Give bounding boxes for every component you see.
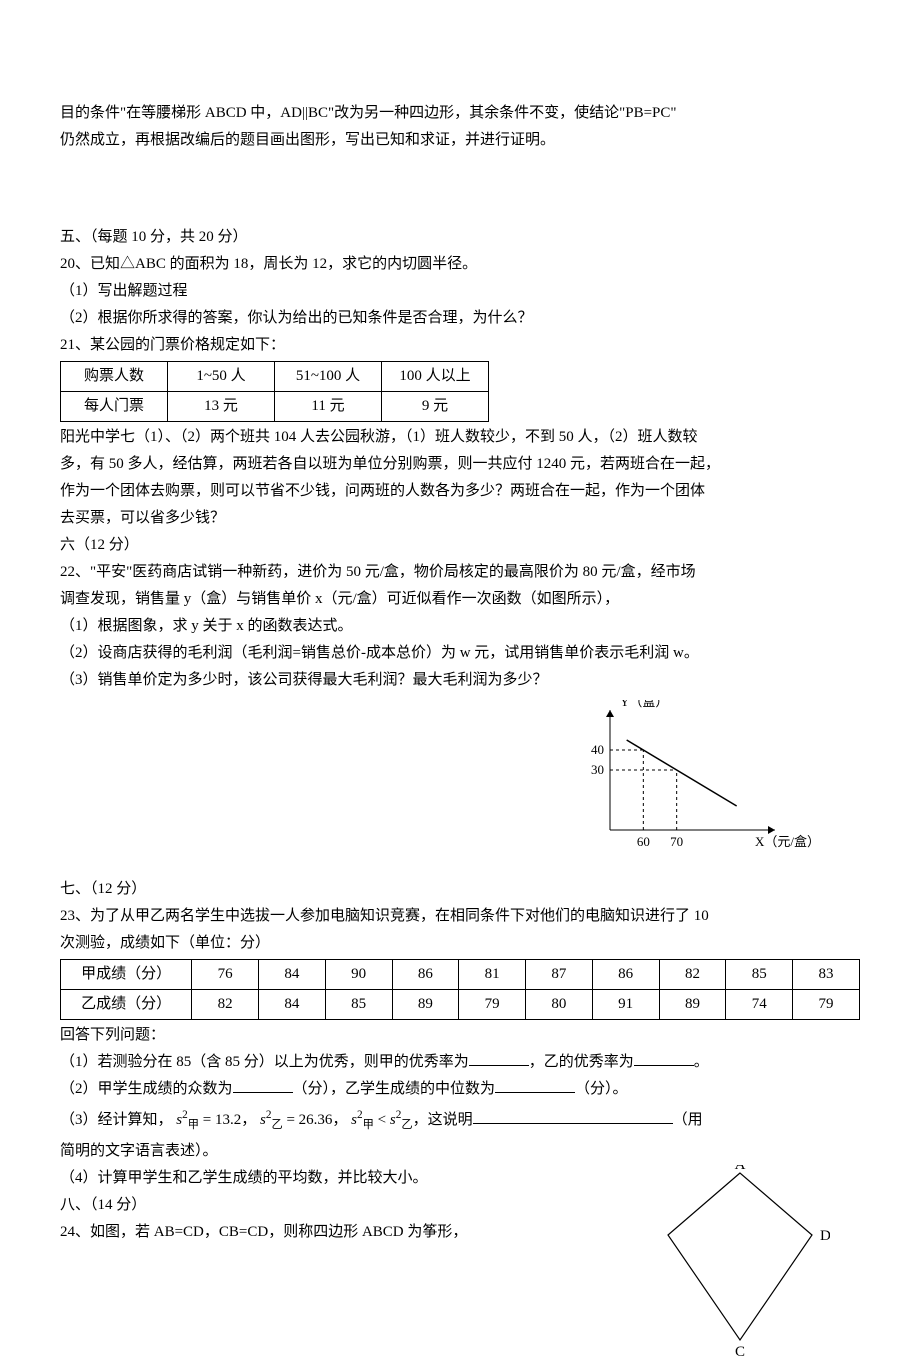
- var-s: s2甲: [351, 1112, 374, 1128]
- td: 13 元: [168, 392, 275, 422]
- var-s: s2甲: [176, 1112, 199, 1128]
- cell: 74: [726, 990, 793, 1020]
- th: 1~50 人: [168, 362, 275, 392]
- cell: 84: [258, 960, 325, 990]
- cell: 91: [592, 990, 659, 1020]
- q23-line2: 次测验，成绩如下（单位：分）: [60, 930, 860, 957]
- var-s: s2乙: [260, 1112, 283, 1128]
- q22-part1: （1）根据图象，求 y 关于 x 的函数表达式。: [60, 613, 860, 640]
- q21-body2: 多，有 50 多人，经估算，两班若各自以班为单位分别购票，则一共应付 1240 …: [60, 451, 860, 478]
- p3tail: ，这说明: [413, 1112, 473, 1128]
- svg-text:Y（盒）: Y（盒）: [620, 700, 668, 709]
- cell: 86: [392, 960, 459, 990]
- q21-stem: 21、某公园的门票价格规定如下：: [60, 332, 860, 359]
- q19-line2: 仍然成立，再根据改编后的题目画出图形，写出已知和求证，并进行证明。: [60, 127, 860, 154]
- blank: [233, 1077, 293, 1093]
- cell: 79: [793, 990, 860, 1020]
- blank: [469, 1050, 529, 1066]
- eq2: = 26.36，: [283, 1112, 348, 1128]
- table-row: 乙成绩（分） 82 84 85 89 79 80 91 89 74 79: [61, 990, 860, 1020]
- cell: 83: [793, 960, 860, 990]
- svg-text:A: A: [735, 1165, 746, 1173]
- cell: 84: [258, 990, 325, 1020]
- p1c: 。: [694, 1054, 709, 1070]
- cell: 85: [325, 990, 392, 1020]
- q23-p3: （3）经计算知， s2甲 = 13.2， s2乙 = 26.36， s2甲 < …: [60, 1103, 860, 1138]
- cell: 85: [726, 960, 793, 990]
- q22-part3: （3）销售单价定为多少时，该公司获得最大毛利润？最大毛利润为多少？: [60, 667, 860, 694]
- th: 51~100 人: [275, 362, 382, 392]
- blank: [495, 1077, 575, 1093]
- table-row: 每人门票 13 元 11 元 9 元: [61, 392, 489, 422]
- td: 9 元: [382, 392, 489, 422]
- cell: 87: [526, 960, 593, 990]
- th: 100 人以上: [382, 362, 489, 392]
- q22-part2: （2）设商店获得的毛利润（毛利润=销售总价-成本总价）为 w 元，试用销售单价表…: [60, 640, 860, 667]
- q23-p2: （2）甲学生成绩的众数为 （分），乙学生成绩的中位数为 （分）。: [60, 1076, 860, 1103]
- blank: [473, 1108, 673, 1124]
- q21-body4: 去买票，可以省多少钱？: [60, 505, 860, 532]
- p2b: （分），乙学生成绩的中位数为: [293, 1081, 496, 1097]
- cell: 90: [325, 960, 392, 990]
- var-s: s2乙: [390, 1112, 413, 1128]
- p3end: （用: [673, 1112, 703, 1128]
- blank: [634, 1050, 694, 1066]
- q23-p1: （1）若测验分在 85（含 85 分）以上为优秀，则甲的优秀率为 ，乙的优秀率为 。: [60, 1049, 860, 1076]
- p1a: （1）若测验分在 85（含 85 分）以上为优秀，则甲的优秀率为: [60, 1054, 469, 1070]
- eq1: = 13.2，: [199, 1112, 256, 1128]
- svg-text:C: C: [735, 1344, 745, 1360]
- th-label: 购票人数: [61, 362, 168, 392]
- cell: 89: [659, 990, 726, 1020]
- p3a: （3）经计算知，: [60, 1112, 173, 1128]
- q20-part2: （2）根据你所求得的答案，你认为给出的已知条件是否合理，为什么？: [60, 305, 860, 332]
- p2c: （分）。: [575, 1081, 628, 1097]
- td-label: 每人门票: [61, 392, 168, 422]
- svg-text:D: D: [820, 1228, 830, 1244]
- sec5-heading: 五、（每题 10 分，共 20 分）: [60, 224, 860, 251]
- sec7-heading: 七、（12 分）: [60, 876, 860, 903]
- q22-line2: 调查发现，销售量 y（盒）与销售单价 x（元/盒）可近似看作一次函数（如图所示）…: [60, 586, 860, 613]
- row-a-label: 甲成绩（分）: [61, 960, 192, 990]
- score-table: 甲成绩（分） 76 84 90 86 81 87 86 82 85 83 乙成绩…: [60, 959, 860, 1020]
- td: 11 元: [275, 392, 382, 422]
- cmp: <: [374, 1112, 390, 1128]
- q20-stem: 20、已知△ABC 的面积为 18，周长为 12，求它的内切圆半径。: [60, 251, 860, 278]
- cell: 82: [192, 990, 259, 1020]
- q20-part1: （1）写出解题过程: [60, 278, 860, 305]
- ticket-table: 购票人数 1~50 人 51~100 人 100 人以上 每人门票 13 元 1…: [60, 361, 489, 422]
- q23-line1: 23、为了从甲乙两名学生中选拔一人参加电脑知识竞赛，在相同条件下对他们的电脑知识…: [60, 903, 860, 930]
- q19-line1: 目的条件"在等腰梯形 ABCD 中，AD||BC"改为另一种四边形，其余条件不变…: [60, 100, 860, 127]
- p1b: ，乙的优秀率为: [529, 1054, 634, 1070]
- cell: 80: [526, 990, 593, 1020]
- cell: 89: [392, 990, 459, 1020]
- q23-p3-next: 简明的文字语言表述）。: [60, 1138, 860, 1165]
- table-row: 甲成绩（分） 76 84 90 86 81 87 86 82 85 83: [61, 960, 860, 990]
- cell: 76: [192, 960, 259, 990]
- q21-body3: 作为一个团体去购票，则可以节省不少钱，问两班的人数各为多少？两班合在一起，作为一…: [60, 478, 860, 505]
- svg-text:30: 30: [591, 762, 604, 777]
- svg-text:60: 60: [637, 834, 650, 849]
- q23-after: 回答下列问题：: [60, 1022, 860, 1049]
- svg-text:40: 40: [591, 742, 604, 757]
- svg-text:70: 70: [670, 834, 683, 849]
- cell: 86: [592, 960, 659, 990]
- chart-wrap: 40 30 60 70 Y（盒） X（元/盒）: [60, 700, 820, 870]
- cell: 81: [459, 960, 526, 990]
- q22-line1: 22、"平安"医药商店试销一种新药，进价为 50 元/盒，物价局核定的最高限价为…: [60, 559, 860, 586]
- q21-body1: 阳光中学七（1）、（2）两个班共 104 人去公园秋游，（1）班人数较少，不到 …: [60, 424, 860, 451]
- cell: 82: [659, 960, 726, 990]
- table-row: 购票人数 1~50 人 51~100 人 100 人以上: [61, 362, 489, 392]
- p2a: （2）甲学生成绩的众数为: [60, 1081, 233, 1097]
- svg-text:X（元/盒）: X（元/盒）: [755, 834, 820, 849]
- sec6-heading: 六（12 分）: [60, 532, 860, 559]
- gap: [60, 154, 860, 224]
- kite-figure: ABCD: [660, 1165, 830, 1360]
- row-b-label: 乙成绩（分）: [61, 990, 192, 1020]
- kite-figure-wrap: ABCD: [660, 1165, 830, 1370]
- cell: 79: [459, 990, 526, 1020]
- line-chart: 40 30 60 70 Y（盒） X（元/盒）: [560, 700, 820, 870]
